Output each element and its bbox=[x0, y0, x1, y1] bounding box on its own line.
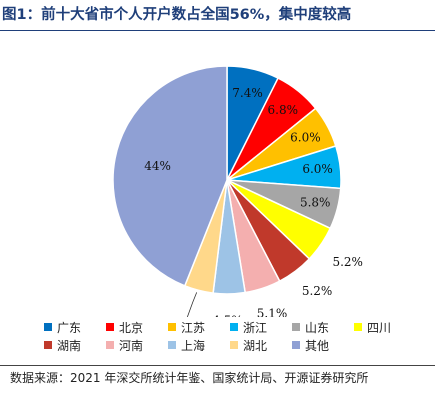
legend-label-4: 浙江 bbox=[243, 320, 268, 335]
legend-item-6: 四川 bbox=[354, 319, 416, 336]
legend-item-1: 广东 bbox=[44, 319, 106, 336]
legend-label-6: 四川 bbox=[367, 320, 392, 335]
slice-labels: 7.4% 6.8% 6.0% 6.0% 5.8% 5.2% 5.2% 5.1% 4.5% 4.1%… bbox=[144, 86, 363, 317]
legend-label-8: 河南 bbox=[119, 338, 144, 353]
slice-label-9: 4.5% bbox=[212, 313, 243, 317]
legend-label-5: 山东 bbox=[305, 320, 330, 335]
legend-swatch-2 bbox=[106, 323, 114, 331]
slice-label-7: 5.2% bbox=[302, 284, 333, 298]
legend-swatch-5 bbox=[292, 323, 300, 331]
leader-line-10 bbox=[186, 292, 198, 317]
legend-swatch-6 bbox=[354, 323, 362, 331]
legend-label-11: 其他 bbox=[305, 338, 330, 353]
slice-label-5: 5.8% bbox=[300, 196, 331, 210]
legend-swatch-7 bbox=[44, 341, 52, 349]
legend-item-4: 浙江 bbox=[230, 319, 292, 336]
legend-label-1: 广东 bbox=[57, 320, 82, 335]
pie-chart: 7.4% 6.8% 6.0% 6.0% 5.8% 5.2% 5.2% 5.1% 4.5% 4.1%… bbox=[112, 65, 363, 317]
slice-label-1: 7.4% bbox=[232, 86, 263, 100]
slice-label-2: 6.8% bbox=[268, 103, 299, 117]
legend-swatch-10 bbox=[230, 341, 238, 349]
legend-label-7: 湖南 bbox=[57, 338, 82, 353]
slice-label-4: 6.0% bbox=[302, 162, 333, 176]
legend-label-9: 上海 bbox=[181, 338, 206, 353]
legend-label-3: 江苏 bbox=[181, 320, 206, 335]
legend-row-2: 湖南 河南 上海 湖北 其他 bbox=[44, 336, 424, 354]
pie-slices bbox=[112, 65, 342, 295]
legend-label-10: 湖北 bbox=[243, 338, 268, 353]
legend: 广东 北京 江苏 浙江 山东 四川湖南 河南 上海 湖北 其他 bbox=[44, 318, 424, 354]
legend-item-8: 河南 bbox=[106, 337, 168, 354]
legend-item-5: 山东 bbox=[292, 319, 354, 336]
legend-swatch-8 bbox=[106, 341, 114, 349]
leader-lines bbox=[186, 292, 198, 317]
slice-label-6: 5.2% bbox=[332, 255, 363, 269]
slice-label-10: 4.1% bbox=[153, 316, 184, 317]
slice-label-8: 5.1% bbox=[257, 306, 288, 317]
pie-slice-11 bbox=[112, 65, 228, 287]
legend-swatch-11 bbox=[292, 341, 300, 349]
source-rule bbox=[0, 365, 435, 366]
legend-item-10: 湖北 bbox=[230, 337, 292, 354]
chart-title: 图1：前十大省市个人开户数占全国56%，集中度较高 bbox=[2, 7, 352, 23]
legend-item-2: 北京 bbox=[106, 319, 168, 336]
slice-label-3: 6.0% bbox=[290, 131, 321, 145]
legend-item-11: 其他 bbox=[292, 337, 354, 354]
legend-row-1: 广东 北京 江苏 浙江 山东 四川 bbox=[44, 318, 424, 336]
legend-swatch-4 bbox=[230, 323, 238, 331]
legend-swatch-3 bbox=[168, 323, 176, 331]
legend-item-3: 江苏 bbox=[168, 319, 230, 336]
title-rule bbox=[0, 30, 435, 31]
slice-label-11: 44% bbox=[144, 159, 171, 173]
legend-label-2: 北京 bbox=[119, 320, 144, 335]
legend-item-7: 湖南 bbox=[44, 337, 106, 354]
source-note: 数据来源：2021 年深交所统计年鉴、国家统计局、开源证券研究所 bbox=[10, 371, 369, 385]
legend-swatch-1 bbox=[44, 323, 52, 331]
legend-swatch-9 bbox=[168, 341, 176, 349]
legend-item-9: 上海 bbox=[168, 337, 230, 354]
